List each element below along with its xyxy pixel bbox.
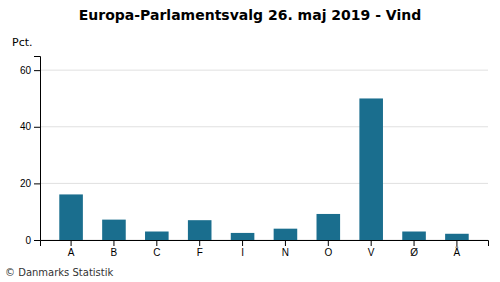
tick-label: O: [324, 247, 332, 258]
tick: O: [324, 240, 332, 258]
x-axis: ABCFINOVØÅ: [41, 240, 489, 258]
tick-mark: [199, 240, 200, 246]
tick-mark: [371, 240, 372, 246]
tick-mark: [113, 240, 114, 246]
tick-label: F: [197, 247, 203, 258]
bar: [188, 220, 212, 240]
tick-label: 60: [20, 65, 32, 76]
title: Europa-Parlamentsvalg 26. maj 2019 - Vin…: [79, 7, 421, 23]
annotation: © Danmarks Statistik: [5, 267, 114, 278]
tick: B: [111, 240, 118, 258]
tick-mark: [34, 70, 40, 71]
bars: [59, 98, 468, 240]
y-axis: 0 20 40 60: [20, 57, 41, 246]
bar: [231, 233, 255, 240]
tick-mark: [456, 240, 457, 246]
tick: A: [68, 240, 75, 258]
tick-label: Å: [454, 246, 461, 258]
grid-line: [40, 183, 488, 184]
axis-title: Pct.: [12, 36, 33, 49]
tick: 60: [20, 65, 40, 76]
tick: 20: [20, 178, 40, 189]
tick: 0: [25, 235, 40, 246]
grid-line: [40, 70, 488, 71]
tick-label: N: [282, 247, 289, 258]
bar: [445, 234, 469, 240]
axis-line: [41, 241, 489, 247]
tick-label: Ø: [410, 247, 418, 258]
tick-label: 40: [20, 121, 32, 132]
tick: 40: [20, 121, 40, 132]
axis-line: [34, 57, 41, 241]
plot: A B C F I N O V Ø Å 0 20 40 60: [20, 57, 489, 259]
tick-mark: [328, 240, 329, 246]
tick-label: 20: [20, 178, 32, 189]
bar: [359, 98, 383, 240]
grid-line: [40, 126, 488, 127]
bar: [102, 220, 126, 240]
tick-mark: [414, 240, 415, 246]
tick: V: [368, 240, 375, 258]
tick-label: A: [68, 247, 75, 258]
tick: F: [197, 240, 203, 258]
bar: [145, 232, 169, 240]
grid: [40, 70, 488, 240]
tick: Å: [454, 240, 461, 258]
tick-mark: [156, 240, 157, 246]
bar: [59, 194, 83, 240]
tick-mark: [285, 240, 286, 246]
tick-label: I: [241, 247, 244, 258]
tick-label: B: [111, 247, 118, 258]
bar: [274, 229, 298, 240]
tick: I: [241, 240, 244, 258]
tick-mark: [242, 240, 243, 246]
tick: C: [153, 240, 160, 258]
chart: Europa-Parlamentsvalg 26. maj 2019 - Vin…: [0, 0, 500, 282]
tick-mark: [34, 240, 40, 241]
tick-label: 0: [25, 235, 31, 246]
tick-mark: [34, 127, 40, 128]
tick-mark: [71, 240, 72, 246]
tick-mark: [34, 183, 40, 184]
tick-label: C: [153, 247, 160, 258]
tick: N: [282, 240, 289, 258]
bar: [317, 214, 341, 240]
tick: Ø: [410, 240, 418, 258]
bar: [402, 232, 426, 240]
tick-label: V: [368, 247, 375, 258]
